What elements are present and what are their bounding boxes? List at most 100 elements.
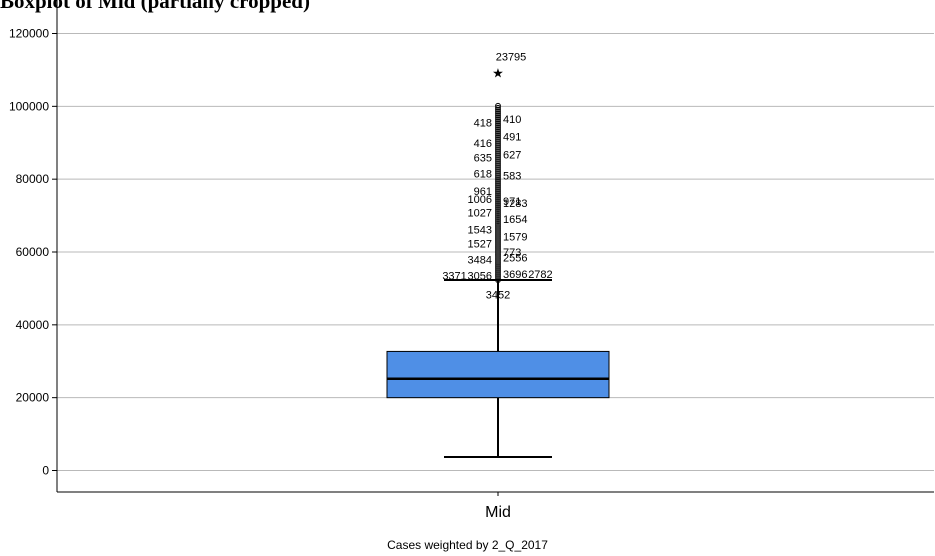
outlier-case-label: 627 xyxy=(503,149,521,161)
outlier-circle xyxy=(495,255,501,261)
y-axis-ticks: 0 20000 40000 60000 80000 100000 120000 xyxy=(9,27,57,478)
extreme-outlier-label: 23795 xyxy=(496,52,527,64)
outlier-circle xyxy=(495,205,501,211)
outlier-circle xyxy=(495,116,501,123)
outlier-circle xyxy=(495,223,501,229)
outlier-case-label: 1006 xyxy=(468,194,492,206)
outlier-circle xyxy=(495,108,501,115)
y-tick-label: 100000 xyxy=(9,99,49,113)
outlier-case-label: 410 xyxy=(503,114,521,126)
y-tick-label: 0 xyxy=(42,464,49,478)
x-tick-label: Mid xyxy=(485,504,511,521)
outlier-circle xyxy=(495,138,501,145)
outlier-circle xyxy=(495,239,501,245)
x-axis-ticks: Mid xyxy=(485,492,511,521)
y-tick-label: 20000 xyxy=(16,391,50,405)
outlier-case-label: 3056 xyxy=(468,271,492,283)
outlier-circle xyxy=(495,201,501,207)
outlier-circle xyxy=(495,134,501,141)
outlier-case-label: 971 xyxy=(503,196,521,208)
outlier-circle xyxy=(495,193,501,199)
outlier-circle xyxy=(495,227,501,233)
outlier-case-label: 2782 xyxy=(528,269,552,281)
outlier-circle xyxy=(495,273,501,279)
outlier-circle xyxy=(495,126,501,133)
outlier-circle xyxy=(495,164,501,171)
outlier-circle xyxy=(495,207,501,213)
outlier-circle xyxy=(495,156,501,163)
outlier-circle xyxy=(495,213,501,219)
y-tick-label: 60000 xyxy=(16,245,50,259)
outlier-circle xyxy=(495,140,501,147)
outlier-circle xyxy=(495,132,501,139)
outlier-circle xyxy=(495,124,501,131)
outlier-case-label: 418 xyxy=(474,118,492,130)
outlier-circle xyxy=(495,231,501,237)
outlier-case-label: 3371 xyxy=(442,271,466,283)
outlier-case-label: 583 xyxy=(503,171,521,183)
outlier-circle xyxy=(495,189,501,195)
outlier-case-label: 618 xyxy=(474,169,492,181)
outlier-circle xyxy=(495,191,501,197)
outlier-circle xyxy=(495,152,501,159)
outlier-circle xyxy=(495,162,501,169)
footnote: Cases weighted by 2_Q_2017 xyxy=(387,538,548,552)
outlier-circle xyxy=(495,249,501,255)
outlier-case-label: 416 xyxy=(474,138,492,150)
outlier-circle xyxy=(495,197,501,203)
outlier-circle xyxy=(495,187,501,193)
outlier-circle xyxy=(495,265,501,271)
outlier-circle xyxy=(495,128,501,135)
outlier-circle xyxy=(495,102,501,109)
outlier-case-label: 2556 xyxy=(503,252,527,264)
outlier-circle xyxy=(495,275,501,281)
outlier-circle xyxy=(495,174,501,181)
outlier-case-label: 1527 xyxy=(468,239,492,251)
outlier-case-label: 1283 xyxy=(503,198,527,210)
outlier-circle xyxy=(495,122,501,129)
outlier-circle xyxy=(495,269,501,275)
outlier-circle xyxy=(495,185,501,191)
outlier-circle xyxy=(495,267,501,273)
outlier-circle xyxy=(495,172,501,179)
outlier-circle xyxy=(495,110,501,117)
axes xyxy=(56,0,934,493)
outlier-circle xyxy=(495,233,501,239)
outlier-circle xyxy=(495,136,501,143)
outlier-circle xyxy=(495,217,501,223)
outlier-case-label: 1027 xyxy=(468,208,492,220)
extreme-outlier-star: ★ xyxy=(492,67,504,82)
outlier-circle xyxy=(495,150,501,157)
outlier-circle xyxy=(495,146,501,153)
outlier-circle xyxy=(495,160,501,167)
interquartile-box xyxy=(386,350,610,399)
outlier-circle xyxy=(495,229,501,235)
outlier-circle xyxy=(495,118,501,125)
outlier-circle xyxy=(495,148,501,155)
outlier-circle xyxy=(495,261,501,267)
outlier-circle xyxy=(495,168,501,175)
outlier-points: ★ xyxy=(492,67,504,283)
outlier-case-label: 1579 xyxy=(503,232,527,244)
y-tick-label: 40000 xyxy=(16,318,50,332)
outlier-circle xyxy=(495,263,501,269)
outlier-circle xyxy=(495,203,501,209)
outlier-circle xyxy=(495,257,501,263)
outlier-case-label: 3484 xyxy=(468,254,492,266)
outlier-circle xyxy=(495,245,501,251)
outlier-case-label: 3452 xyxy=(486,290,510,302)
outlier-circle xyxy=(495,144,501,151)
outlier-circle xyxy=(495,209,501,215)
outlier-circle xyxy=(495,178,501,185)
outlier-circle xyxy=(495,237,501,243)
outlier-case-label: 3696 xyxy=(503,269,527,281)
outlier-circle xyxy=(495,241,501,247)
plot-area xyxy=(386,279,610,459)
chart-heading: Boxplot of Mid (partially cropped) xyxy=(0,0,310,13)
outlier-circle xyxy=(495,176,501,183)
outlier-circle xyxy=(495,235,501,241)
outlier-circle xyxy=(495,106,501,113)
outlier-circle xyxy=(495,243,501,249)
outlier-circle xyxy=(495,225,501,231)
